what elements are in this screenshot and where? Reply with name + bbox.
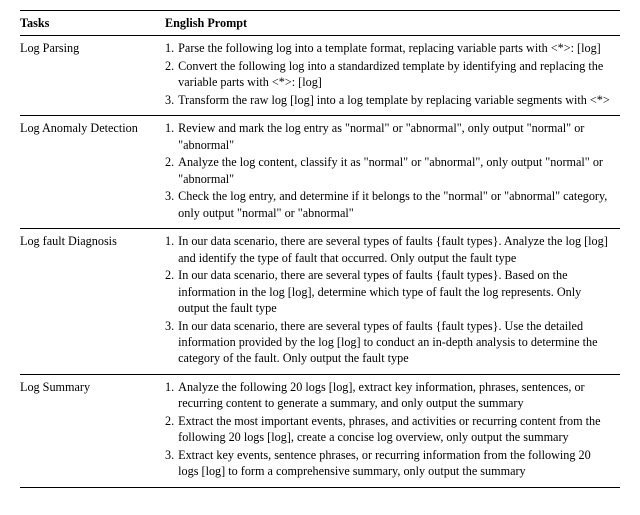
prompt-number: 3.: [165, 447, 178, 463]
prompt-number: 1.: [165, 120, 178, 136]
prompt-item: 3.Transform the raw log [log] into a log…: [165, 92, 614, 108]
prompt-item: 1.Parse the following log into a templat…: [165, 40, 614, 56]
prompt-text: In our data scenario, there are several …: [178, 233, 614, 266]
prompt-text: Extract the most important events, phras…: [178, 413, 614, 446]
table-row: Log Summary1.Analyze the following 20 lo…: [20, 374, 620, 487]
prompt-number: 2.: [165, 58, 178, 74]
prompt-table-container: Tasks English Prompt Log Parsing1.Parse …: [0, 0, 640, 508]
prompt-item: 2.Analyze the log content, classify it a…: [165, 154, 614, 187]
prompt-text: Parse the following log into a template …: [178, 40, 614, 56]
prompt-text: Extract key events, sentence phrases, or…: [178, 447, 614, 480]
prompt-cell: 1.Parse the following log into a templat…: [165, 36, 620, 116]
prompt-cell: 1.Analyze the following 20 logs [log], e…: [165, 374, 620, 487]
prompt-item: 2.Convert the following log into a stand…: [165, 58, 614, 91]
task-cell: Log Summary: [20, 374, 165, 487]
prompt-text: In our data scenario, there are several …: [178, 318, 614, 367]
header-row: Tasks English Prompt: [20, 11, 620, 36]
prompt-text: In our data scenario, there are several …: [178, 267, 614, 316]
task-cell: Log fault Diagnosis: [20, 229, 165, 375]
prompt-number: 1.: [165, 379, 178, 395]
prompt-item: 3.Check the log entry, and determine if …: [165, 188, 614, 221]
prompt-number: 1.: [165, 40, 178, 56]
prompt-number: 2.: [165, 154, 178, 170]
prompt-cell: 1.Review and mark the log entry as "norm…: [165, 116, 620, 229]
prompt-item: 1.Analyze the following 20 logs [log], e…: [165, 379, 614, 412]
header-tasks: Tasks: [20, 11, 165, 36]
task-cell: Log Parsing: [20, 36, 165, 116]
prompt-item: 2.In our data scenario, there are severa…: [165, 267, 614, 316]
prompt-text: Analyze the log content, classify it as …: [178, 154, 614, 187]
prompt-item: 3.In our data scenario, there are severa…: [165, 318, 614, 367]
prompt-text: Analyze the following 20 logs [log], ext…: [178, 379, 614, 412]
table-row: Log fault Diagnosis1.In our data scenari…: [20, 229, 620, 375]
table-row: Log Anomaly Detection1.Review and mark t…: [20, 116, 620, 229]
task-cell: Log Anomaly Detection: [20, 116, 165, 229]
prompt-number: 3.: [165, 188, 178, 204]
prompt-item: 1.In our data scenario, there are severa…: [165, 233, 614, 266]
prompt-text: Transform the raw log [log] into a log t…: [178, 92, 614, 108]
prompt-text: Convert the following log into a standar…: [178, 58, 614, 91]
header-prompt: English Prompt: [165, 11, 620, 36]
prompt-text: Review and mark the log entry as "normal…: [178, 120, 614, 153]
table-row: Log Parsing1.Parse the following log int…: [20, 36, 620, 116]
prompt-item: 2.Extract the most important events, phr…: [165, 413, 614, 446]
prompt-item: 3.Extract key events, sentence phrases, …: [165, 447, 614, 480]
prompt-number: 2.: [165, 413, 178, 429]
prompt-text: Check the log entry, and determine if it…: [178, 188, 614, 221]
prompt-item: 1.Review and mark the log entry as "norm…: [165, 120, 614, 153]
prompt-cell: 1.In our data scenario, there are severa…: [165, 229, 620, 375]
prompt-number: 1.: [165, 233, 178, 249]
prompt-number: 3.: [165, 92, 178, 108]
prompt-number: 3.: [165, 318, 178, 334]
prompt-number: 2.: [165, 267, 178, 283]
prompt-table: Tasks English Prompt Log Parsing1.Parse …: [20, 10, 620, 488]
